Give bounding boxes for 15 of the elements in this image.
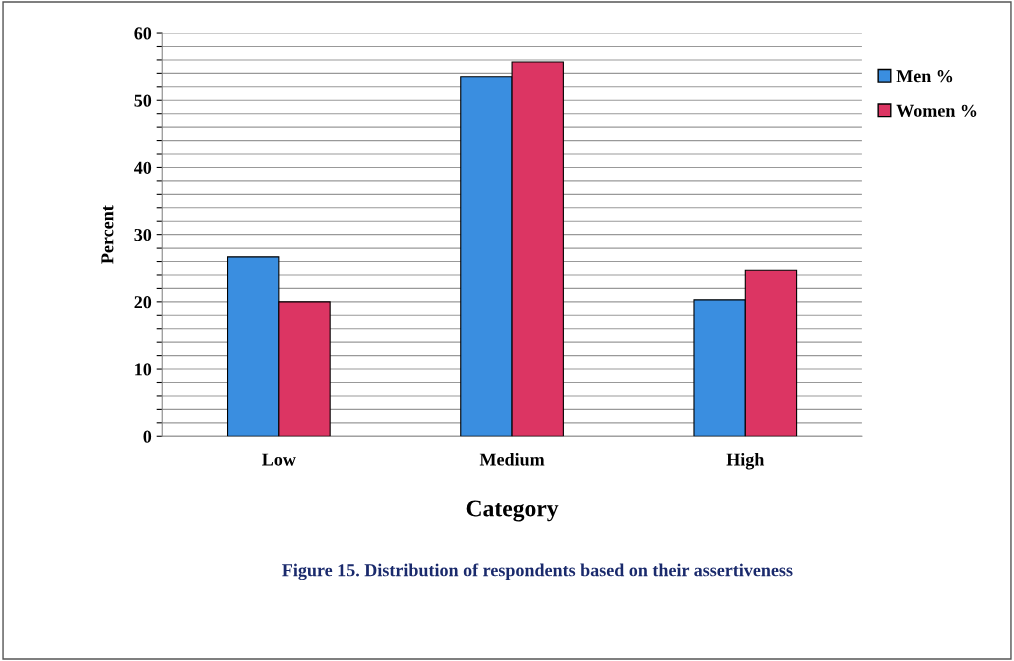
caption: Figure 15. Distribution of respondents based on their assertiveness [282, 563, 793, 581]
x-tick-label: Medium [479, 452, 545, 466]
y-tick-label: 60 [134, 27, 152, 40]
y-tick-label: 50 [134, 94, 152, 107]
y-tick-label: 40 [134, 161, 152, 174]
y-axis-title: Percent [101, 205, 114, 264]
y-tick-label: 10 [135, 363, 152, 376]
y-tick-label: 20 [134, 296, 152, 309]
y-tick-label: 0 [143, 430, 152, 443]
x-axis-title: Category [466, 500, 559, 522]
y-tick-label: 30 [134, 228, 152, 242]
x-tick-label: Low [262, 453, 296, 466]
x-tick-label: High [726, 452, 765, 470]
legend-label: Women % [896, 104, 977, 117]
legend-label: Men % [896, 70, 953, 83]
